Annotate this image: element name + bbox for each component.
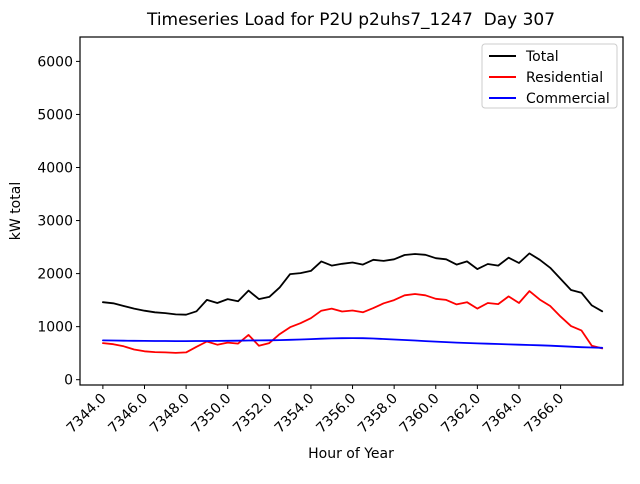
x-tick-label: 7356.0 — [313, 391, 359, 437]
y-axis-label: kW total — [8, 182, 24, 240]
x-tick-label: 7352.0 — [230, 391, 276, 437]
legend-frame — [481, 43, 618, 109]
y-tick-label: 3000 — [37, 214, 73, 230]
legend-item-total: Total — [489, 49, 559, 65]
y-tick-label: 5000 — [37, 107, 73, 123]
x-tick-label: 7346.0 — [105, 391, 151, 437]
y-tick-label: 4000 — [37, 161, 73, 177]
y-tick-label: 1000 — [37, 320, 73, 336]
legend-item-residential: Residential — [489, 70, 603, 86]
x-tick-label: 7366.0 — [521, 391, 567, 437]
x-tick-label: 7348.0 — [147, 391, 193, 437]
y-tick-label: 0 — [64, 373, 73, 389]
legend: Total Residential Commercial — [481, 43, 618, 109]
plot-frame — [79, 36, 624, 386]
x-tick-label: 7364.0 — [480, 391, 526, 437]
series-line-commercial — [102, 337, 604, 349]
chart-title: Timeseries Load for P2U p2uhs7_1247 Day … — [146, 10, 555, 30]
x-tick-label: 7344.0 — [64, 391, 110, 437]
x-tick-label: 7350.0 — [189, 391, 235, 437]
legend-label-commercial: Commercial — [526, 91, 610, 107]
y-tick-label: 2000 — [37, 267, 73, 283]
x-tick-label: 7358.0 — [355, 391, 401, 437]
y-tick-label: 6000 — [37, 54, 73, 70]
x-tick-label: 7360.0 — [397, 391, 443, 437]
series-line-residential — [102, 290, 604, 354]
x-tick-label: 7354.0 — [272, 391, 318, 437]
x-axis-label: Hour of Year — [308, 446, 394, 462]
legend-item-commercial: Commercial — [489, 91, 610, 107]
legend-label-total: Total — [525, 49, 559, 65]
series-line-total — [102, 252, 604, 316]
axis-ticks: 7344.07346.07348.07350.07352.07354.07356… — [37, 54, 567, 436]
x-tick-label: 7362.0 — [438, 391, 484, 437]
data-lines — [102, 252, 604, 354]
legend-label-residential: Residential — [526, 70, 603, 86]
